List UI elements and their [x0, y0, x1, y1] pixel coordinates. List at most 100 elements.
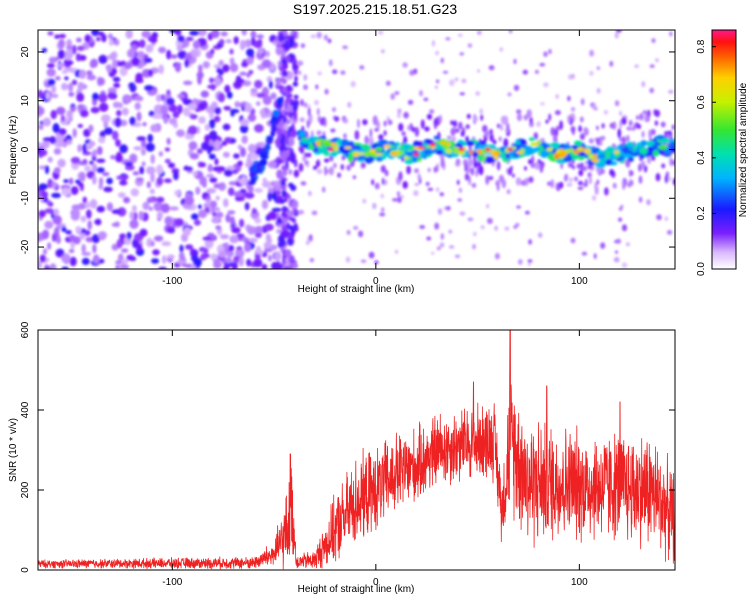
- spectrogram-cell: [98, 31, 105, 37]
- spectrogram-cell: [413, 146, 420, 151]
- spectrogram-cell: [439, 242, 445, 248]
- spectrogram-cell: [99, 102, 109, 112]
- spectrogram-cell: [53, 167, 61, 174]
- spectrogram-cell: [50, 109, 57, 120]
- spectrogram-cell: [589, 70, 594, 76]
- spectrogram-cell: [248, 237, 258, 243]
- spectrogram-cell: [477, 69, 481, 73]
- spectrogram-cell: [244, 39, 252, 48]
- spectrogram-cell: [218, 59, 224, 66]
- spectrogram-cell: [440, 158, 445, 168]
- spectrogram-cell: [251, 208, 257, 214]
- spectrogram-cell: [116, 239, 123, 249]
- spectrogram-cell: [445, 148, 453, 154]
- spectrogram-cell: [281, 207, 289, 212]
- spectrogram-cell: [164, 158, 171, 164]
- spectrogram-cell: [57, 49, 65, 60]
- spectrogram-cell: [218, 182, 226, 191]
- spectrogram-cell: [214, 139, 221, 150]
- spectrogram-cell: [539, 163, 544, 173]
- spectrogram-cell: [192, 40, 201, 49]
- spectrogram-cell: [498, 136, 502, 142]
- spectrogram-cell: [417, 173, 421, 181]
- spectrogram-cell: [480, 225, 485, 230]
- spectrogram-cell: [275, 78, 281, 87]
- spectrogram-cell: [142, 201, 150, 211]
- spectrogram-cell: [129, 153, 138, 164]
- spectrogram-cell: [572, 165, 575, 170]
- spectrogram-cell: [548, 113, 552, 121]
- spectrogram-cell: [343, 133, 347, 139]
- spectrogram-cell: [82, 159, 88, 164]
- spectrogram-cell: [207, 164, 213, 173]
- spectrogram-cell: [489, 133, 494, 142]
- spectrogram-cell: [398, 171, 403, 181]
- spectrogram-cell: [516, 150, 524, 155]
- spectrogram-cell: [419, 90, 423, 97]
- spectrogram-cell: [249, 153, 259, 160]
- spectrogram-cell: [615, 250, 618, 254]
- spectrogram-cell: [280, 246, 285, 252]
- spectrogram-cell: [293, 110, 298, 121]
- spectrogram-cell: [51, 181, 57, 190]
- spectrogram-cell: [166, 49, 172, 60]
- y-tick-label: 20: [20, 46, 31, 58]
- spectrogram-cell: [578, 169, 584, 177]
- spectrogram-cell: [69, 256, 77, 267]
- spectrogram-cell: [61, 187, 71, 196]
- spectrogram-cell: [585, 151, 591, 155]
- spectrogram-cell: [183, 107, 190, 117]
- spectrogram-cell: [516, 109, 522, 114]
- spectrogram-cell: [116, 109, 122, 117]
- spectrogram-cell: [51, 233, 57, 242]
- spectrogram-cell: [540, 102, 545, 106]
- spectrogram-cell: [530, 142, 536, 147]
- spectrogram-cell: [534, 162, 540, 170]
- spectrogram-cell: [553, 134, 558, 143]
- spectrogram-cell: [444, 206, 448, 210]
- spectrogram-cell: [184, 58, 190, 68]
- spectrogram-cell: [555, 94, 560, 99]
- spectrogram-cell: [647, 156, 652, 164]
- spectrogram-cell: [164, 147, 171, 152]
- spectrogram-cell: [183, 80, 193, 86]
- spectrogram-cell: [211, 211, 217, 217]
- spectrogram-cell: [383, 130, 387, 136]
- colorbar-tick-label: 0.2: [696, 206, 707, 220]
- spectrogram-cell: [189, 30, 200, 36]
- spectrogram-cell: [53, 148, 62, 155]
- spectrogram-cell: [621, 262, 628, 268]
- spectrogram-cell: [261, 181, 272, 188]
- spectrogram-cell: [306, 119, 310, 129]
- spectrogram-cell: [209, 77, 214, 84]
- spectrogram-cell: [136, 243, 143, 252]
- spectrogram-cell: [85, 201, 91, 209]
- spectrogram-cell: [80, 172, 86, 182]
- spectrogram-cell: [267, 211, 278, 220]
- spectrogram-cell: [413, 140, 420, 148]
- spectrogram-cell: [464, 140, 475, 146]
- spectrogram-cell: [606, 146, 616, 152]
- spectrogram-cell: [144, 85, 154, 91]
- spectrogram-cell: [70, 156, 81, 164]
- spectrogram-cell: [198, 209, 208, 219]
- spectrogram-cell: [407, 99, 414, 105]
- spectrogram-cell: [619, 137, 622, 142]
- spectrogram-cell: [246, 57, 254, 65]
- spectrogram-cell: [166, 254, 175, 259]
- spectrogram-cell: [48, 57, 58, 63]
- spectrogram-cell: [397, 108, 402, 114]
- spectrogram-cell: [499, 47, 503, 52]
- spectrogram-cell: [546, 147, 553, 152]
- snr-panel: -100 0 100 0 200 400 600 Height of straight li…: [8, 321, 676, 595]
- spectrogram-cell: [576, 147, 583, 151]
- spectrogram-cell: [378, 30, 384, 35]
- spectrogram-cell: [98, 258, 105, 264]
- spectrogram-cell: [65, 230, 72, 235]
- spectrogram-cell: [81, 243, 86, 254]
- spectrogram-cell: [123, 61, 133, 70]
- spectrogram-cell: [550, 141, 560, 149]
- spectrogram-cell: [383, 120, 387, 127]
- spectrogram-cell: [289, 151, 295, 161]
- spectrogram-cell: [324, 158, 330, 163]
